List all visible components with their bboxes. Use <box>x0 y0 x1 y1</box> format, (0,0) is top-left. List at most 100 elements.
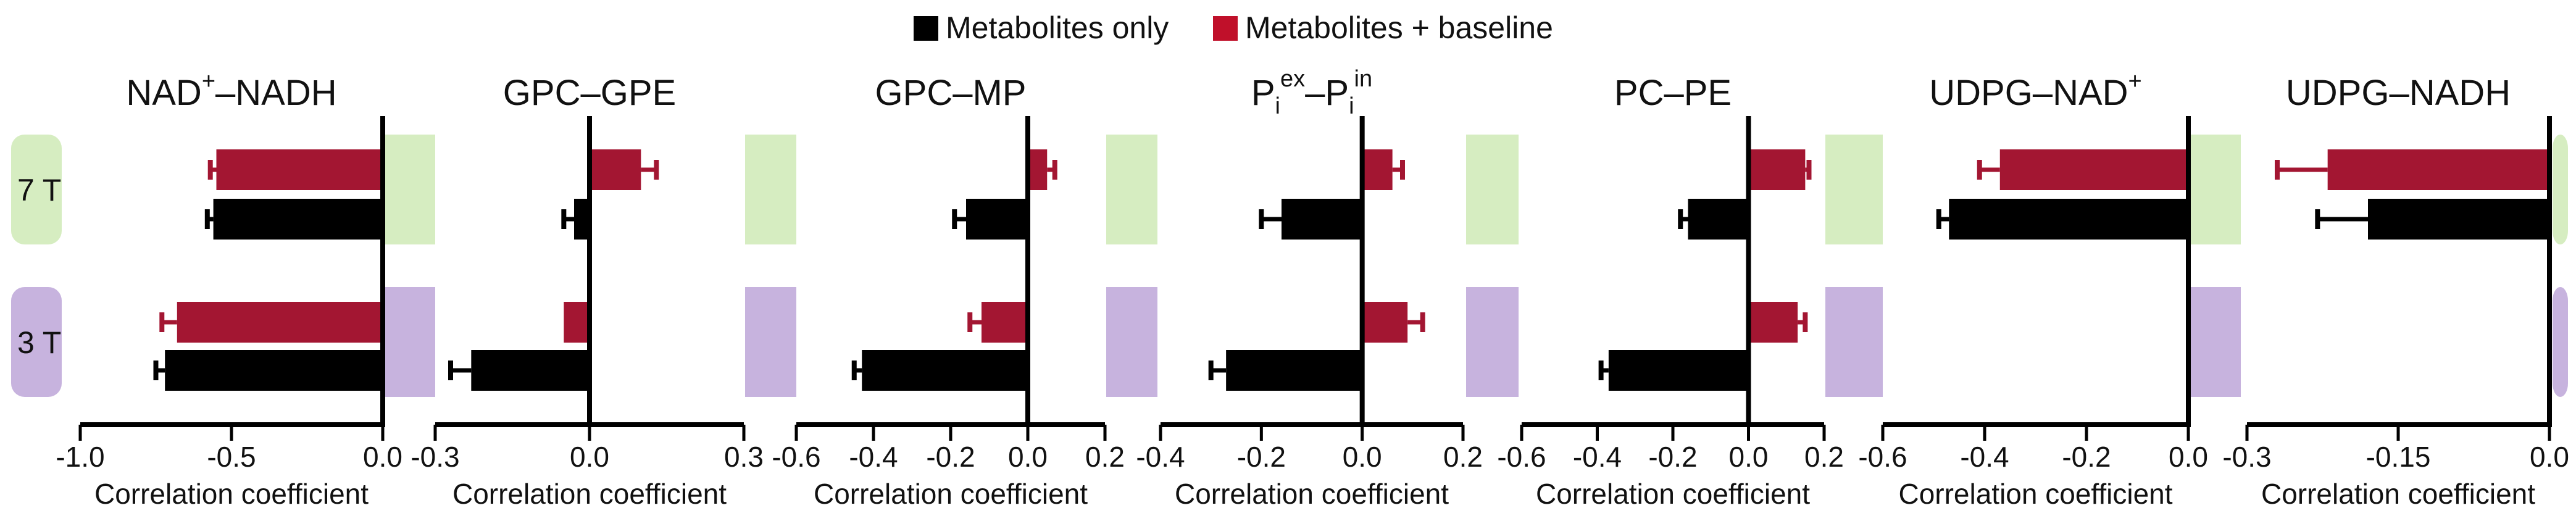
tick-label: -0.5 <box>207 441 256 473</box>
panel-title: NAD+–NADH <box>126 69 336 113</box>
row-band-3t <box>1466 287 1519 397</box>
tick-label: -0.4 <box>1573 441 1622 473</box>
tick-label: -1.0 <box>56 441 104 473</box>
row-band-3t <box>2190 287 2241 397</box>
title-main: GPC–MP <box>875 73 1027 113</box>
bar-metabolites-baseline-3t <box>177 302 383 343</box>
bar-metabolites-baseline-3t <box>1362 302 1408 343</box>
bar-metabolites-baseline-7t <box>1748 149 1806 190</box>
row-band-7t <box>745 135 796 244</box>
tick-label: -0.4 <box>1136 441 1185 473</box>
row-band-7t <box>384 135 435 244</box>
row-band-3t <box>745 287 796 397</box>
x-axis-label: Correlation coefficient <box>814 478 1088 510</box>
bar-metabolites-only-7t <box>1282 199 1362 240</box>
bar-metabolites-baseline-7t <box>590 149 641 190</box>
x-axis-label: Correlation coefficient <box>452 478 727 510</box>
bar-metabolites-only-3t <box>1608 350 1749 391</box>
title-main: NAD <box>126 73 201 113</box>
row-band-3t <box>1106 287 1157 397</box>
title-superscript: ex <box>1280 66 1305 92</box>
legend-swatch-metabolites-baseline <box>1213 16 1238 41</box>
row-band-7t <box>11 135 62 244</box>
tick-label: -0.3 <box>411 441 459 473</box>
tick-label: 0.0 <box>2530 441 2569 473</box>
tick-label: -0.15 <box>2366 441 2431 473</box>
panel-title: GPC–MP <box>875 73 1027 113</box>
bar-metabolites-only-7t <box>213 199 383 240</box>
tick-label: 0.3 <box>724 441 764 473</box>
bar-metabolites-only-3t <box>471 350 590 391</box>
bar-metabolites-only-7t <box>1949 199 2188 240</box>
bar-metabolites-only-7t <box>2368 199 2549 240</box>
panel-title: Piex–Piin <box>1251 66 1372 119</box>
x-axis-label: Correlation coefficient <box>1175 478 1449 510</box>
panel-1: NAD+–NADH -1.0 -0.5 0.0 Correlation coeffici… <box>56 69 402 510</box>
panel-title: PC–PE <box>1614 73 1732 113</box>
legend-label-metabolites-baseline: Metabolites + baseline <box>1245 10 1553 45</box>
panel-title: GPC–GPE <box>503 73 676 113</box>
tick-label: -0.6 <box>1497 441 1546 473</box>
tick-label: 0.0 <box>2169 441 2208 473</box>
panel-6: UDPG–NAD+ -0.6 -0.4 -0.2 0.0 Correlation coef… <box>1858 69 2208 510</box>
panel-5: PC–PE -0.6 -0.4 -0.2 0.0 0.2 Correlation coeff… <box>1497 73 1844 510</box>
panel-2: GPC–GPE -0.3 0.0 0.3 Correlation coefficient <box>411 73 764 510</box>
tick-label: -0.2 <box>926 441 975 473</box>
tick-label: 0.0 <box>1729 441 1769 473</box>
row-band-3t <box>384 287 435 397</box>
tick-label: -0.2 <box>1648 441 1697 473</box>
panel-3: GPC–MP -0.6 -0.4 -0.2 0.0 0.2 Correlation coef… <box>772 73 1125 510</box>
bar-metabolites-baseline-3t <box>982 302 1028 343</box>
title-subscript: i <box>1275 93 1280 119</box>
row-band-3t <box>1825 287 1883 397</box>
tick-label: -0.2 <box>2062 441 2111 473</box>
bar-metabolites-only-3t <box>862 350 1028 391</box>
row-band-7t <box>1825 135 1883 244</box>
x-axis-label: Correlation coefficient <box>94 478 369 510</box>
tick-label: 0.0 <box>1008 441 1048 473</box>
title-main: P <box>1251 73 1275 113</box>
tick-label: -0.3 <box>2222 441 2271 473</box>
row-band-3t <box>2553 287 2568 397</box>
bar-metabolites-only-7t <box>966 199 1028 240</box>
title-rest: –P <box>1305 73 1349 113</box>
bar-metabolites-only-3t <box>1226 350 1362 391</box>
tick-label: -0.6 <box>772 441 820 473</box>
bar-metabolites-baseline-3t <box>564 302 590 343</box>
legend: Metabolites only Metabolites + baseline <box>914 10 1553 45</box>
tick-label: 0.2 <box>1804 441 1844 473</box>
title-superscript: + <box>202 69 215 94</box>
bar-metabolites-only-3t <box>165 350 383 391</box>
x-axis-label: Correlation coefficient <box>1898 478 2172 510</box>
row-band-3t <box>11 287 62 397</box>
row-label-7t: 7 T <box>17 173 61 207</box>
tick-label: -0.6 <box>1858 441 1907 473</box>
row-band-7t <box>2553 135 2568 244</box>
legend-swatch-metabolites-only <box>914 16 938 41</box>
bar-metabolites-baseline-7t <box>2327 149 2549 190</box>
bar-metabolites-only-7t <box>1688 199 1749 240</box>
title-main: PC–PE <box>1614 73 1732 113</box>
x-axis-label: Correlation coefficient <box>1536 478 1810 510</box>
x-axis-label: Correlation coefficient <box>2261 478 2535 510</box>
title-main: UDPG–NADH <box>2286 73 2511 113</box>
tick-label: -0.2 <box>1237 441 1286 473</box>
title-subscript: i <box>1349 93 1354 119</box>
row-label-3t: 3 T <box>17 325 61 360</box>
bar-metabolites-baseline-7t <box>1028 149 1048 190</box>
legend-label-metabolites-only: Metabolites only <box>946 10 1169 45</box>
bar-metabolites-only-7t <box>574 199 590 240</box>
bar-metabolites-baseline-7t <box>1362 149 1393 190</box>
panel-7: UDPG–NADH -0.3 -0.15 0.0 Correlation coeffic… <box>2222 73 2569 510</box>
panel-title: UDPG–NAD+ <box>1929 69 2142 113</box>
panels: 7 T 3 T NAD+–NADH -1.0 -0.5 0.0 Correlation co… <box>11 66 2569 510</box>
title-main: GPC–GPE <box>503 73 676 113</box>
tick-label: 0.0 <box>1343 441 1382 473</box>
title-superscript: in <box>1354 66 1373 92</box>
row-band-7t <box>1106 135 1157 244</box>
title-main: UDPG–NAD <box>1929 73 2128 113</box>
bar-metabolites-baseline-3t <box>1748 302 1798 343</box>
title-rest: –NADH <box>215 73 337 113</box>
